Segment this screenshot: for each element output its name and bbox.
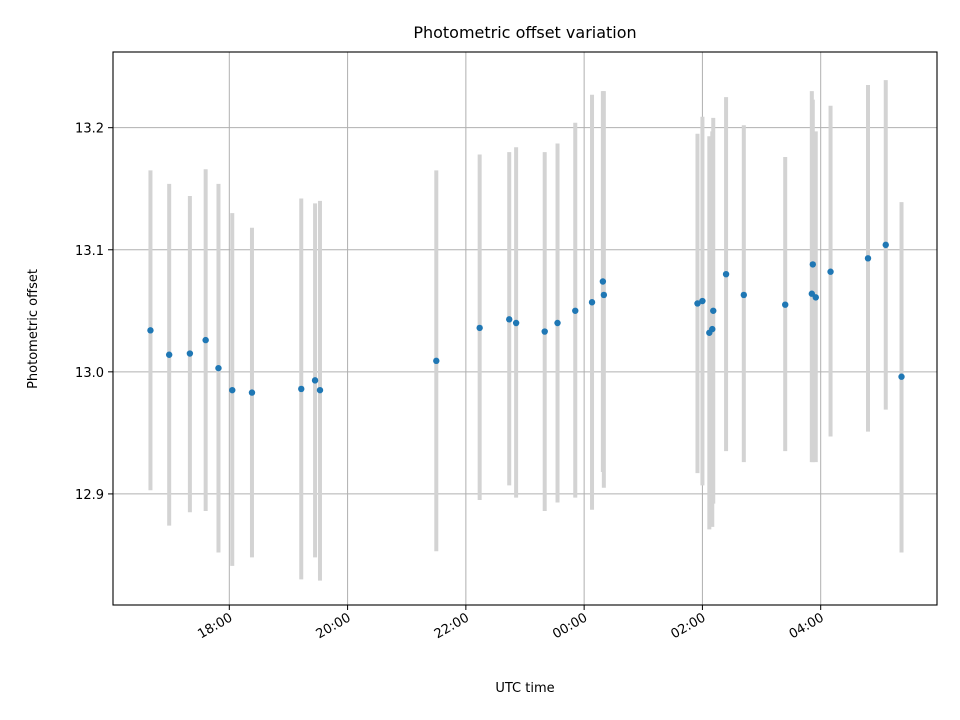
y-tick-label: 13.0 xyxy=(75,366,104,381)
data-point xyxy=(541,328,548,335)
plot-frame xyxy=(112,51,938,606)
data-points xyxy=(147,241,905,396)
data-point xyxy=(186,350,194,357)
data-point xyxy=(694,300,701,307)
data-point xyxy=(165,351,173,358)
data-point xyxy=(699,297,706,305)
data-point xyxy=(248,389,256,396)
x-axis-ticks: 18:00 20:00 22:00 00:00 02:00 04:00 xyxy=(195,605,827,642)
chart-title: Photometric offset variation xyxy=(413,23,636,42)
y-tick-label: 13.2 xyxy=(75,122,104,137)
data-point xyxy=(215,364,222,372)
y-axis-ticks: 12.9 13.0 13.1 13.2 xyxy=(75,122,113,503)
data-point xyxy=(311,377,319,384)
y-tick-label: 13.1 xyxy=(75,244,104,259)
data-point xyxy=(512,319,520,327)
data-point xyxy=(827,268,834,275)
data-point xyxy=(433,357,440,365)
data-point xyxy=(812,294,819,301)
x-tick-label: 00:00 xyxy=(550,610,590,642)
x-tick-label: 04:00 xyxy=(787,610,827,642)
data-point xyxy=(202,336,209,344)
x-axis-label: UTC time xyxy=(495,681,554,696)
data-point xyxy=(809,261,817,268)
data-point xyxy=(554,319,561,327)
data-point xyxy=(600,291,608,299)
data-point xyxy=(882,241,889,249)
data-point xyxy=(572,307,579,314)
data-point xyxy=(316,386,324,394)
x-tick-label: 20:00 xyxy=(314,610,354,642)
data-point xyxy=(298,385,305,393)
data-point xyxy=(709,325,716,333)
x-tick-label: 22:00 xyxy=(432,610,472,642)
data-point xyxy=(588,299,596,306)
data-point xyxy=(864,255,872,262)
data-point xyxy=(599,278,607,285)
data-point xyxy=(722,270,730,278)
y-axis-label: Photometric offset xyxy=(26,269,41,389)
data-point xyxy=(710,307,717,314)
error-bars xyxy=(148,80,904,581)
data-point xyxy=(506,316,513,323)
data-point xyxy=(229,386,236,394)
y-tick-label: 12.9 xyxy=(75,488,104,503)
data-point xyxy=(740,291,748,299)
data-point xyxy=(782,301,789,308)
data-point xyxy=(898,373,905,380)
data-point xyxy=(147,327,154,334)
x-tick-label: 18:00 xyxy=(195,610,235,642)
x-tick-label: 02:00 xyxy=(668,610,708,642)
data-point xyxy=(476,324,483,332)
